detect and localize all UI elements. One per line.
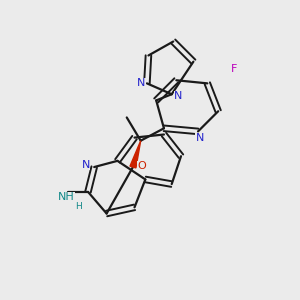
Text: N: N xyxy=(195,133,204,143)
Text: N: N xyxy=(82,160,90,170)
Polygon shape xyxy=(130,141,141,168)
Text: N: N xyxy=(174,91,182,101)
Text: H: H xyxy=(75,202,82,211)
Text: NH: NH xyxy=(58,192,75,202)
Text: N: N xyxy=(137,78,146,88)
Text: O: O xyxy=(137,161,146,171)
Text: F: F xyxy=(230,64,237,74)
